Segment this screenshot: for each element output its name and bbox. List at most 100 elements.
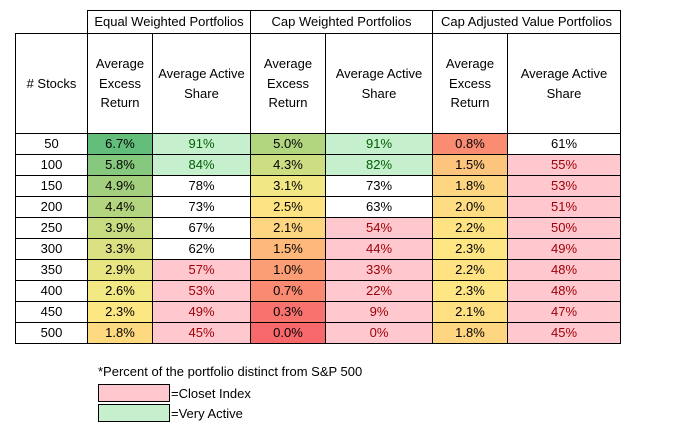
cell-stocks: 500 bbox=[15, 322, 88, 344]
cell-equal-excess-return: 4.9% bbox=[87, 175, 153, 197]
table-row: 250 3.9% 67% 2.1% 54% 2.2% 50% bbox=[15, 217, 621, 239]
footnote: *Percent of the portfolio distinct from … bbox=[98, 364, 363, 379]
cell-equal-active-share: 57% bbox=[152, 259, 251, 281]
table-row: 400 2.6% 53% 0.7% 22% 2.3% 48% bbox=[15, 280, 621, 302]
cell-stocks: 150 bbox=[15, 175, 88, 197]
cell-stocks: 50 bbox=[15, 133, 88, 155]
cell-adj-excess-return: 2.2% bbox=[432, 217, 508, 239]
group-header-row: Equal Weighted Portfolios Cap Weighted P… bbox=[15, 10, 621, 34]
table-row: 200 4.4% 73% 2.5% 63% 2.0% 51% bbox=[15, 196, 621, 218]
cell-equal-active-share: 49% bbox=[152, 301, 251, 323]
cell-adj-active-share: 55% bbox=[507, 154, 621, 176]
header-adj-excess-return: Average Excess Return bbox=[432, 33, 508, 134]
group-equal-weighted: Equal Weighted Portfolios bbox=[87, 10, 251, 34]
cell-cap-active-share: 63% bbox=[325, 196, 433, 218]
cell-cap-excess-return: 2.1% bbox=[250, 217, 326, 239]
legend-swatch-closet bbox=[98, 384, 170, 402]
cell-adj-excess-return: 1.8% bbox=[432, 175, 508, 197]
cell-adj-excess-return: 0.8% bbox=[432, 133, 508, 155]
cell-equal-active-share: 84% bbox=[152, 154, 251, 176]
cell-equal-excess-return: 4.4% bbox=[87, 196, 153, 218]
cell-adj-active-share: 48% bbox=[507, 280, 621, 302]
cell-equal-excess-return: 6.7% bbox=[87, 133, 153, 155]
table-row: 350 2.9% 57% 1.0% 33% 2.2% 48% bbox=[15, 259, 621, 281]
column-header-row: # Stocks Average Excess Return Average A… bbox=[15, 33, 621, 134]
header-cap-active-share: Average Active Share bbox=[325, 33, 433, 134]
cell-adj-active-share: 51% bbox=[507, 196, 621, 218]
cell-cap-active-share: 54% bbox=[325, 217, 433, 239]
cell-cap-excess-return: 5.0% bbox=[250, 133, 326, 155]
corner-cell bbox=[15, 10, 88, 34]
cell-stocks: 400 bbox=[15, 280, 88, 302]
table-row: 150 4.9% 78% 3.1% 73% 1.8% 53% bbox=[15, 175, 621, 197]
cell-adj-active-share: 50% bbox=[507, 217, 621, 239]
cell-cap-active-share: 0% bbox=[325, 322, 433, 344]
cell-cap-excess-return: 1.5% bbox=[250, 238, 326, 260]
table-row: 100 5.8% 84% 4.3% 82% 1.5% 55% bbox=[15, 154, 621, 176]
cell-adj-excess-return: 1.5% bbox=[432, 154, 508, 176]
cell-cap-excess-return: 0.3% bbox=[250, 301, 326, 323]
cell-equal-active-share: 91% bbox=[152, 133, 251, 155]
cell-equal-excess-return: 2.9% bbox=[87, 259, 153, 281]
cell-equal-excess-return: 2.6% bbox=[87, 280, 153, 302]
cell-equal-excess-return: 3.3% bbox=[87, 238, 153, 260]
cell-cap-excess-return: 1.0% bbox=[250, 259, 326, 281]
cell-stocks: 100 bbox=[15, 154, 88, 176]
header-cap-excess-return: Average Excess Return bbox=[250, 33, 326, 134]
table-row: 300 3.3% 62% 1.5% 44% 2.3% 49% bbox=[15, 238, 621, 260]
cell-equal-excess-return: 1.8% bbox=[87, 322, 153, 344]
header-equal-excess-return: Average Excess Return bbox=[87, 33, 153, 134]
table-row: 450 2.3% 49% 0.3% 9% 2.1% 47% bbox=[15, 301, 621, 323]
table-body: 50 6.7% 91% 5.0% 91% 0.8% 61% 100 5.8% 84% 4.3% 82%… bbox=[15, 133, 621, 344]
cell-cap-excess-return: 2.5% bbox=[250, 196, 326, 218]
header-adj-active-share: Average Active Share bbox=[507, 33, 621, 134]
cell-stocks: 200 bbox=[15, 196, 88, 218]
header-equal-active-share: Average Active Share bbox=[152, 33, 251, 134]
cell-adj-active-share: 61% bbox=[507, 133, 621, 155]
legend-label-active: =Very Active bbox=[171, 405, 243, 421]
cell-equal-excess-return: 2.3% bbox=[87, 301, 153, 323]
cell-cap-active-share: 22% bbox=[325, 280, 433, 302]
cell-adj-active-share: 53% bbox=[507, 175, 621, 197]
legend-closet-index: =Closet Index bbox=[98, 384, 251, 402]
cell-adj-excess-return: 2.3% bbox=[432, 238, 508, 260]
cell-equal-active-share: 73% bbox=[152, 196, 251, 218]
cell-equal-active-share: 67% bbox=[152, 217, 251, 239]
cell-stocks: 250 bbox=[15, 217, 88, 239]
cell-adj-excess-return: 2.3% bbox=[432, 280, 508, 302]
cell-adj-active-share: 49% bbox=[507, 238, 621, 260]
cell-cap-active-share: 91% bbox=[325, 133, 433, 155]
legend-swatch-active bbox=[98, 404, 170, 422]
header-stocks: # Stocks bbox=[15, 33, 88, 134]
cell-cap-active-share: 44% bbox=[325, 238, 433, 260]
cell-adj-excess-return: 2.1% bbox=[432, 301, 508, 323]
cell-stocks: 450 bbox=[15, 301, 88, 323]
table-row: 50 6.7% 91% 5.0% 91% 0.8% 61% bbox=[15, 133, 621, 155]
cell-adj-excess-return: 1.8% bbox=[432, 322, 508, 344]
group-cap-adjusted-value: Cap Adjusted Value Portfolios bbox=[432, 10, 621, 34]
cell-adj-active-share: 48% bbox=[507, 259, 621, 281]
group-cap-weighted: Cap Weighted Portfolios bbox=[250, 10, 433, 34]
cell-equal-excess-return: 3.9% bbox=[87, 217, 153, 239]
cell-equal-excess-return: 5.8% bbox=[87, 154, 153, 176]
table-row: 500 1.8% 45% 0.0% 0% 1.8% 45% bbox=[15, 322, 621, 344]
cell-cap-excess-return: 3.1% bbox=[250, 175, 326, 197]
cell-cap-active-share: 82% bbox=[325, 154, 433, 176]
cell-cap-excess-return: 0.7% bbox=[250, 280, 326, 302]
cell-equal-active-share: 78% bbox=[152, 175, 251, 197]
cell-adj-active-share: 45% bbox=[507, 322, 621, 344]
cell-adj-excess-return: 2.0% bbox=[432, 196, 508, 218]
cell-stocks: 350 bbox=[15, 259, 88, 281]
cell-cap-excess-return: 4.3% bbox=[250, 154, 326, 176]
legend-label-closet: =Closet Index bbox=[171, 385, 251, 401]
legend-very-active: =Very Active bbox=[98, 404, 243, 422]
portfolio-table: Equal Weighted Portfolios Cap Weighted P… bbox=[15, 10, 621, 344]
cell-cap-active-share: 73% bbox=[325, 175, 433, 197]
cell-equal-active-share: 53% bbox=[152, 280, 251, 302]
cell-equal-active-share: 45% bbox=[152, 322, 251, 344]
cell-cap-active-share: 9% bbox=[325, 301, 433, 323]
cell-stocks: 300 bbox=[15, 238, 88, 260]
cell-adj-active-share: 47% bbox=[507, 301, 621, 323]
cell-cap-excess-return: 0.0% bbox=[250, 322, 326, 344]
cell-adj-excess-return: 2.2% bbox=[432, 259, 508, 281]
